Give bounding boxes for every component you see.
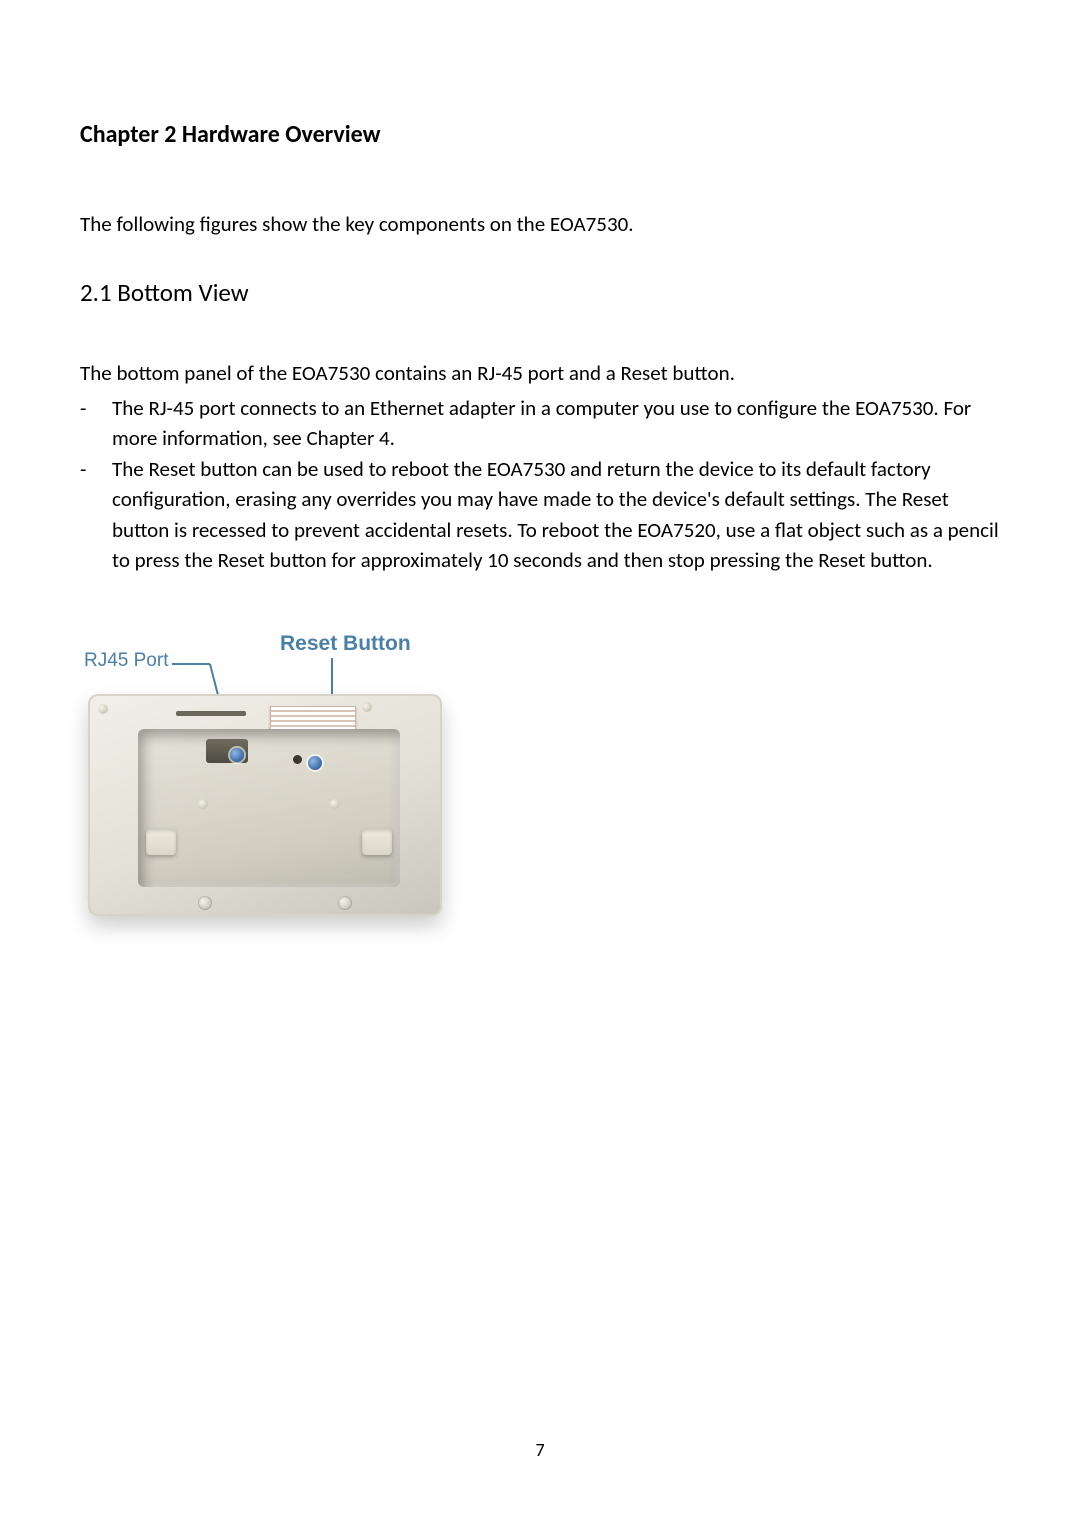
list-item: - The RJ-45 port connects to an Ethernet… — [80, 393, 1000, 454]
figure: RJ45 Port Reset Button — [80, 632, 450, 924]
section-title: 2.1 Bottom View — [80, 277, 1000, 308]
device-photo — [80, 684, 450, 924]
page-number: 7 — [0, 1439, 1080, 1461]
list-item-text: The Reset button can be used to reboot t… — [112, 454, 1000, 576]
body-lead: The bottom panel of the EOA7530 contains… — [80, 358, 1000, 388]
list-item-text: The RJ-45 port connects to an Ethernet a… — [112, 393, 1000, 454]
list-item: - The Reset button can be used to reboot… — [80, 454, 1000, 576]
intro-text: The following figures show the key compo… — [80, 209, 1000, 239]
list-dash: - — [80, 454, 112, 576]
list-dash: - — [80, 393, 112, 454]
chapter-title: Chapter 2 Hardware Overview — [80, 120, 1000, 149]
rj45-port-marker — [230, 748, 244, 762]
figure-label-reset: Reset Button — [280, 632, 411, 656]
bullet-list: - The RJ-45 port connects to an Ethernet… — [80, 393, 1000, 576]
figure-label-rj45: RJ45 Port — [84, 650, 168, 672]
reset-button-marker — [308, 756, 322, 770]
